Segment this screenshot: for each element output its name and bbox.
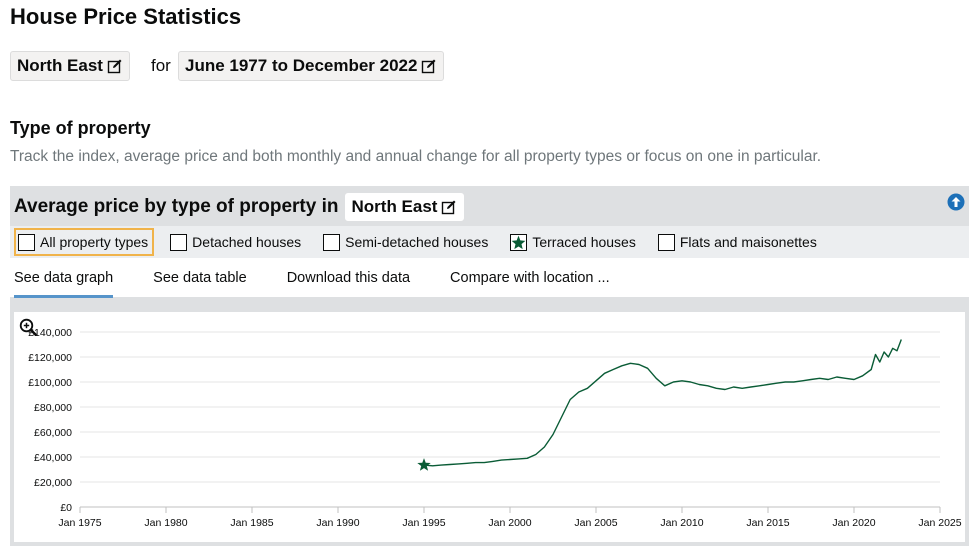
filter-semi-detached-houses[interactable]: Semi-detached houses bbox=[321, 230, 492, 254]
x-tick-label: Jan 2025 bbox=[918, 517, 961, 529]
filter-detached-houses[interactable]: Detached houses bbox=[168, 230, 305, 254]
y-tick-label: £0 bbox=[60, 502, 72, 514]
period-selector[interactable]: June 1977 to December 2022 bbox=[178, 51, 445, 81]
y-tick-label: £60,000 bbox=[34, 427, 72, 439]
series-line-terraced-houses bbox=[423, 339, 902, 467]
section-description: Track the index, average price and both … bbox=[10, 148, 822, 165]
average-price-chart: £0 £20,000 £40,000 £60,000 £80,000 £100,000 £1… bbox=[28, 327, 962, 529]
x-tick-label: Jan 2005 bbox=[574, 517, 617, 529]
star-marker bbox=[417, 458, 431, 471]
tab-see-data-table[interactable]: See data table bbox=[153, 269, 247, 286]
panel-title: Average price by type of property in bbox=[14, 196, 339, 217]
property-type-filters: All property types Detached houses Semi-… bbox=[10, 226, 969, 258]
filter-all-property-types[interactable]: All property types bbox=[13, 228, 155, 256]
y-tick-label: £40,000 bbox=[34, 452, 72, 464]
tab-compare-location[interactable]: Compare with location ... bbox=[450, 269, 610, 286]
location-selector[interactable]: North East bbox=[10, 51, 130, 81]
tab-see-data-graph[interactable]: See data graph bbox=[14, 258, 114, 298]
y-tick-label: £80,000 bbox=[34, 402, 72, 414]
x-tick-label: Jan 2000 bbox=[488, 517, 531, 529]
x-tick-label: Jan 1980 bbox=[144, 517, 187, 529]
x-tick-label: Jan 2010 bbox=[660, 517, 703, 529]
star-icon bbox=[511, 235, 526, 249]
for-label: for bbox=[151, 56, 171, 75]
filter-label: Semi-detached houses bbox=[345, 234, 489, 250]
checkbox[interactable] bbox=[323, 233, 341, 251]
filter-label: Detached houses bbox=[192, 234, 302, 250]
average-price-panel: Average price by type of property in Nor… bbox=[10, 186, 969, 546]
period-selector-label: June 1977 to December 2022 bbox=[185, 56, 418, 75]
filter-label: Terraced houses bbox=[532, 234, 636, 250]
edit-icon bbox=[107, 59, 122, 74]
panel-header: Average price by type of property in Nor… bbox=[14, 193, 465, 221]
zoom-in-icon[interactable] bbox=[19, 318, 37, 336]
arrow-up-circle-icon[interactable] bbox=[947, 193, 965, 211]
x-tick-label: Jan 1990 bbox=[316, 517, 359, 529]
x-tick-label: Jan 1975 bbox=[58, 517, 101, 529]
chart-container: £0 £20,000 £40,000 £60,000 £80,000 £100,000 £1… bbox=[14, 312, 965, 542]
y-tick-label: £140,000 bbox=[28, 327, 72, 339]
x-tick-label: Jan 2020 bbox=[832, 517, 875, 529]
panel-location-selector[interactable]: North East bbox=[344, 193, 465, 221]
filter-label: All property types bbox=[40, 234, 149, 250]
filter-flats-and-maisonettes[interactable]: Flats and maisonettes bbox=[656, 230, 821, 254]
tab-download-data[interactable]: Download this data bbox=[286, 269, 411, 286]
edit-icon bbox=[422, 59, 436, 74]
section-title: Type of property bbox=[10, 118, 151, 138]
page-title: House Price Statistics bbox=[10, 4, 242, 29]
y-tick-label: £120,000 bbox=[28, 352, 72, 364]
x-tick-label: Jan 2015 bbox=[746, 517, 789, 529]
x-tick-label: Jan 1995 bbox=[402, 517, 445, 529]
location-selector-label: North East bbox=[17, 56, 103, 75]
y-tick-label: £100,000 bbox=[28, 377, 72, 389]
checkbox[interactable] bbox=[657, 233, 675, 251]
checkbox[interactable] bbox=[170, 233, 188, 251]
view-tabs: See data graph See data table Download t… bbox=[10, 258, 969, 298]
y-tick-label: £20,000 bbox=[34, 477, 72, 489]
filter-terraced-houses[interactable]: Terraced houses bbox=[508, 230, 640, 254]
x-tick-label: Jan 1985 bbox=[230, 517, 273, 529]
checkbox[interactable] bbox=[18, 233, 35, 251]
filter-label: Flats and maisonettes bbox=[679, 234, 817, 250]
panel-location-label: North East bbox=[351, 197, 438, 216]
checkbox-checked[interactable] bbox=[510, 233, 528, 251]
edit-icon bbox=[442, 200, 456, 215]
